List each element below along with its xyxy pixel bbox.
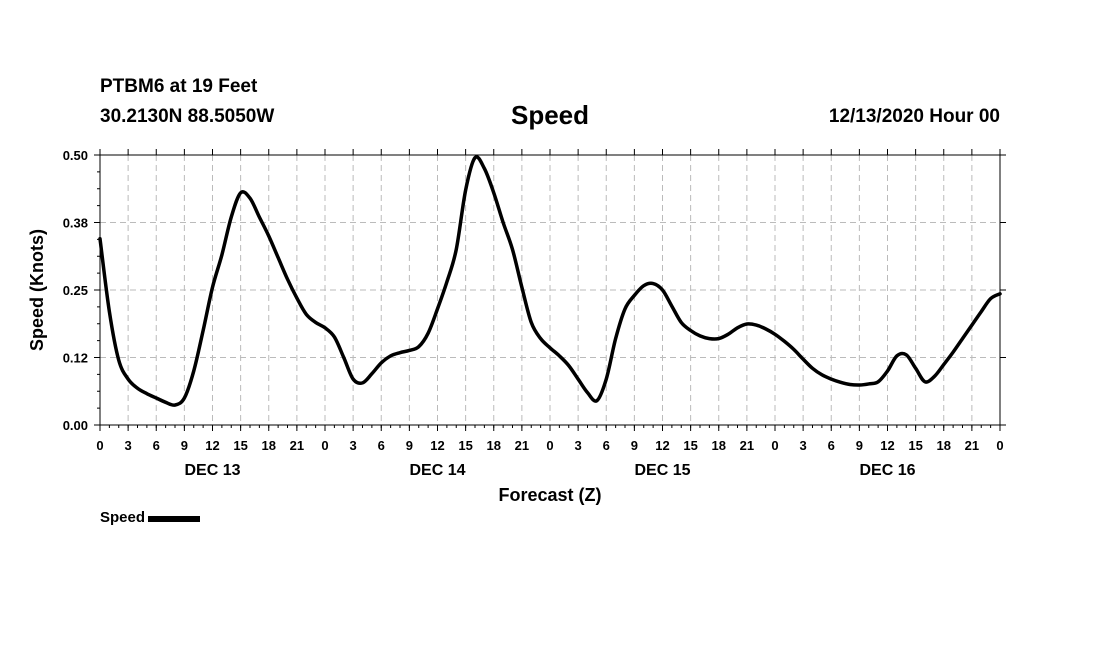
x-tick-label: 0 <box>96 438 103 453</box>
y-tick-label: 0.00 <box>63 418 88 433</box>
axes <box>94 149 1006 431</box>
x-tick-label: 3 <box>575 438 582 453</box>
legend-label: Speed <box>100 509 146 526</box>
axis-labels: 0.00 0.12 0.25 0.38 0.50 0 3 6 9 12 15 18 21 0 3 6 9 12 15… <box>27 148 1004 505</box>
x-tick-label: 15 <box>458 438 472 453</box>
x-tick-label: 0 <box>771 438 778 453</box>
x-tick-label: 12 <box>205 438 219 453</box>
x-tick-label: 18 <box>937 438 951 453</box>
x-tick-label: 18 <box>487 438 501 453</box>
y-tick-label: 0.25 <box>63 283 88 298</box>
coordinates-label: 30.2130N 88.5050W <box>100 106 275 127</box>
forecast-timestamp: 12/13/2020 Hour 00 <box>828 106 1000 127</box>
x-tick-label: 9 <box>856 438 863 453</box>
y-tick-label: 0.38 <box>63 216 88 231</box>
x-tick-label: 21 <box>740 438 754 453</box>
day-label: DEC 13 <box>184 462 240 479</box>
grid-lines <box>100 155 1000 425</box>
legend: Speed <box>100 509 201 526</box>
x-tick-label: 9 <box>406 438 413 453</box>
series-line-speed <box>98 155 1002 407</box>
x-tick-label: 18 <box>712 438 726 453</box>
x-tick-label: 15 <box>908 438 922 453</box>
x-tick-label: 21 <box>965 438 979 453</box>
x-tick-label: 6 <box>603 438 610 453</box>
plot-frame <box>99 154 1001 426</box>
x-tick-label: 18 <box>262 438 276 453</box>
x-tick-label: 3 <box>800 438 807 453</box>
legend-line-swatch <box>148 516 201 522</box>
x-tick-label: 12 <box>655 438 669 453</box>
x-tick-label: 21 <box>515 438 529 453</box>
series-layer <box>98 155 1002 407</box>
x-tick-label: 0 <box>546 438 553 453</box>
x-tick-label: 12 <box>880 438 894 453</box>
day-label: DEC 16 <box>859 462 915 479</box>
x-tick-label: 12 <box>430 438 444 453</box>
chart-title: Speed <box>510 100 590 130</box>
x-tick-label: 6 <box>378 438 385 453</box>
x-axis-title: Forecast (Z) <box>498 485 601 505</box>
x-tick-label: 0 <box>321 438 328 453</box>
x-tick-label: 9 <box>631 438 638 453</box>
day-label: DEC 15 <box>634 462 690 479</box>
station-label: PTBM6 at 19 Feet <box>100 76 258 97</box>
day-label: DEC 14 <box>409 462 465 479</box>
x-tick-label: 0 <box>996 438 1003 453</box>
x-tick-label: 15 <box>683 438 697 453</box>
x-tick-label: 6 <box>828 438 835 453</box>
y-tick-label: 0.12 <box>63 351 88 366</box>
x-tick-label: 9 <box>181 438 188 453</box>
y-axis-title: Speed (Knots) <box>27 229 47 351</box>
x-tick-label: 6 <box>153 438 160 453</box>
x-tick-label: 21 <box>290 438 304 453</box>
y-tick-label: 0.50 <box>63 148 88 163</box>
x-tick-label: 3 <box>125 438 132 453</box>
x-tick-label: 15 <box>233 438 247 453</box>
x-tick-label: 3 <box>350 438 357 453</box>
